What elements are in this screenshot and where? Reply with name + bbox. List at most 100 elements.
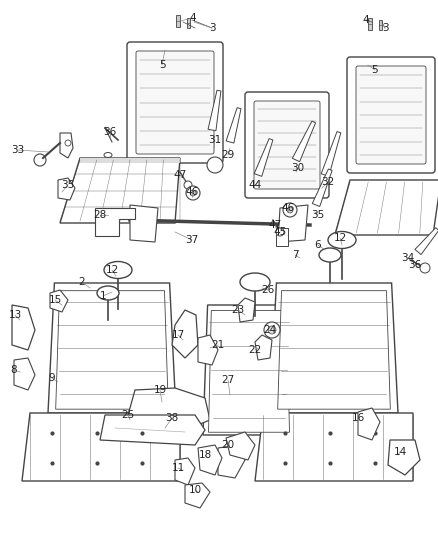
Text: 25: 25 — [121, 410, 134, 420]
Circle shape — [184, 181, 192, 189]
Text: 32: 32 — [321, 177, 335, 187]
Polygon shape — [60, 133, 73, 158]
Text: 12: 12 — [333, 233, 346, 243]
Text: 21: 21 — [212, 340, 225, 350]
Text: 35: 35 — [311, 210, 325, 220]
Text: 4: 4 — [363, 15, 369, 25]
Polygon shape — [48, 283, 176, 413]
Polygon shape — [255, 413, 413, 481]
Bar — [80, 158, 180, 163]
Text: 36: 36 — [103, 127, 117, 137]
Text: 3: 3 — [208, 23, 215, 33]
Polygon shape — [335, 180, 438, 235]
Polygon shape — [14, 358, 35, 390]
Ellipse shape — [104, 152, 112, 157]
Polygon shape — [56, 290, 168, 409]
Text: 11: 11 — [171, 463, 185, 473]
Circle shape — [65, 140, 71, 146]
Text: 20: 20 — [222, 440, 235, 450]
Text: 13: 13 — [8, 310, 21, 320]
Polygon shape — [388, 440, 420, 475]
Polygon shape — [198, 445, 222, 475]
FancyBboxPatch shape — [136, 51, 214, 154]
Ellipse shape — [328, 231, 356, 248]
Text: 24: 24 — [263, 325, 277, 335]
Text: 23: 23 — [231, 305, 245, 315]
Polygon shape — [22, 413, 180, 481]
Text: 37: 37 — [185, 235, 198, 245]
Circle shape — [264, 322, 280, 338]
Circle shape — [186, 186, 200, 200]
Text: 31: 31 — [208, 135, 222, 145]
Text: 36: 36 — [408, 260, 422, 270]
Polygon shape — [100, 415, 205, 445]
Polygon shape — [368, 18, 372, 30]
Polygon shape — [226, 432, 255, 460]
Circle shape — [207, 157, 223, 173]
Polygon shape — [175, 458, 195, 485]
Polygon shape — [312, 169, 332, 206]
Text: 47: 47 — [268, 220, 282, 230]
Text: 30: 30 — [291, 163, 304, 173]
Ellipse shape — [97, 286, 119, 300]
Circle shape — [268, 326, 276, 334]
Text: 3: 3 — [381, 23, 389, 33]
Polygon shape — [226, 108, 241, 143]
Text: 15: 15 — [48, 295, 62, 305]
Text: 7: 7 — [292, 250, 298, 260]
Polygon shape — [95, 208, 135, 236]
Polygon shape — [278, 205, 308, 242]
Polygon shape — [278, 290, 390, 409]
Text: 26: 26 — [261, 285, 275, 295]
Bar — [276, 228, 288, 246]
Text: 28: 28 — [93, 210, 106, 220]
Text: 8: 8 — [11, 365, 18, 375]
Text: 46: 46 — [281, 203, 295, 213]
Polygon shape — [270, 283, 398, 413]
Text: 10: 10 — [188, 485, 201, 495]
Text: 17: 17 — [171, 330, 185, 340]
Polygon shape — [255, 335, 272, 360]
Ellipse shape — [104, 262, 132, 279]
Text: 2: 2 — [79, 277, 85, 287]
Text: 14: 14 — [393, 447, 406, 457]
Text: 29: 29 — [221, 150, 235, 160]
Polygon shape — [130, 205, 158, 242]
Text: 16: 16 — [351, 413, 364, 423]
Polygon shape — [60, 158, 180, 223]
Circle shape — [276, 228, 284, 236]
Polygon shape — [415, 228, 438, 255]
Polygon shape — [187, 18, 190, 28]
Text: 44: 44 — [248, 180, 261, 190]
FancyBboxPatch shape — [127, 42, 223, 163]
Text: 35: 35 — [61, 180, 74, 190]
Ellipse shape — [319, 248, 341, 262]
Polygon shape — [238, 298, 255, 322]
Polygon shape — [218, 445, 245, 478]
Polygon shape — [203, 305, 295, 435]
FancyBboxPatch shape — [347, 57, 435, 173]
Polygon shape — [176, 15, 180, 27]
Polygon shape — [185, 483, 210, 508]
Polygon shape — [378, 20, 381, 30]
Polygon shape — [358, 408, 380, 440]
Text: 12: 12 — [106, 265, 119, 275]
Text: 22: 22 — [248, 345, 261, 355]
Text: 27: 27 — [221, 375, 235, 385]
Circle shape — [190, 190, 196, 196]
Text: 6: 6 — [314, 240, 321, 250]
Text: 1: 1 — [100, 291, 106, 301]
Polygon shape — [50, 290, 68, 312]
Polygon shape — [321, 132, 341, 176]
Polygon shape — [58, 178, 75, 200]
FancyBboxPatch shape — [254, 101, 320, 189]
Polygon shape — [254, 139, 273, 176]
Text: 19: 19 — [153, 385, 166, 395]
Text: 5: 5 — [372, 65, 378, 75]
Text: 5: 5 — [159, 60, 165, 70]
Polygon shape — [128, 388, 210, 428]
Polygon shape — [198, 335, 218, 365]
Polygon shape — [208, 311, 290, 432]
FancyBboxPatch shape — [356, 66, 426, 164]
Text: 45: 45 — [273, 227, 286, 237]
